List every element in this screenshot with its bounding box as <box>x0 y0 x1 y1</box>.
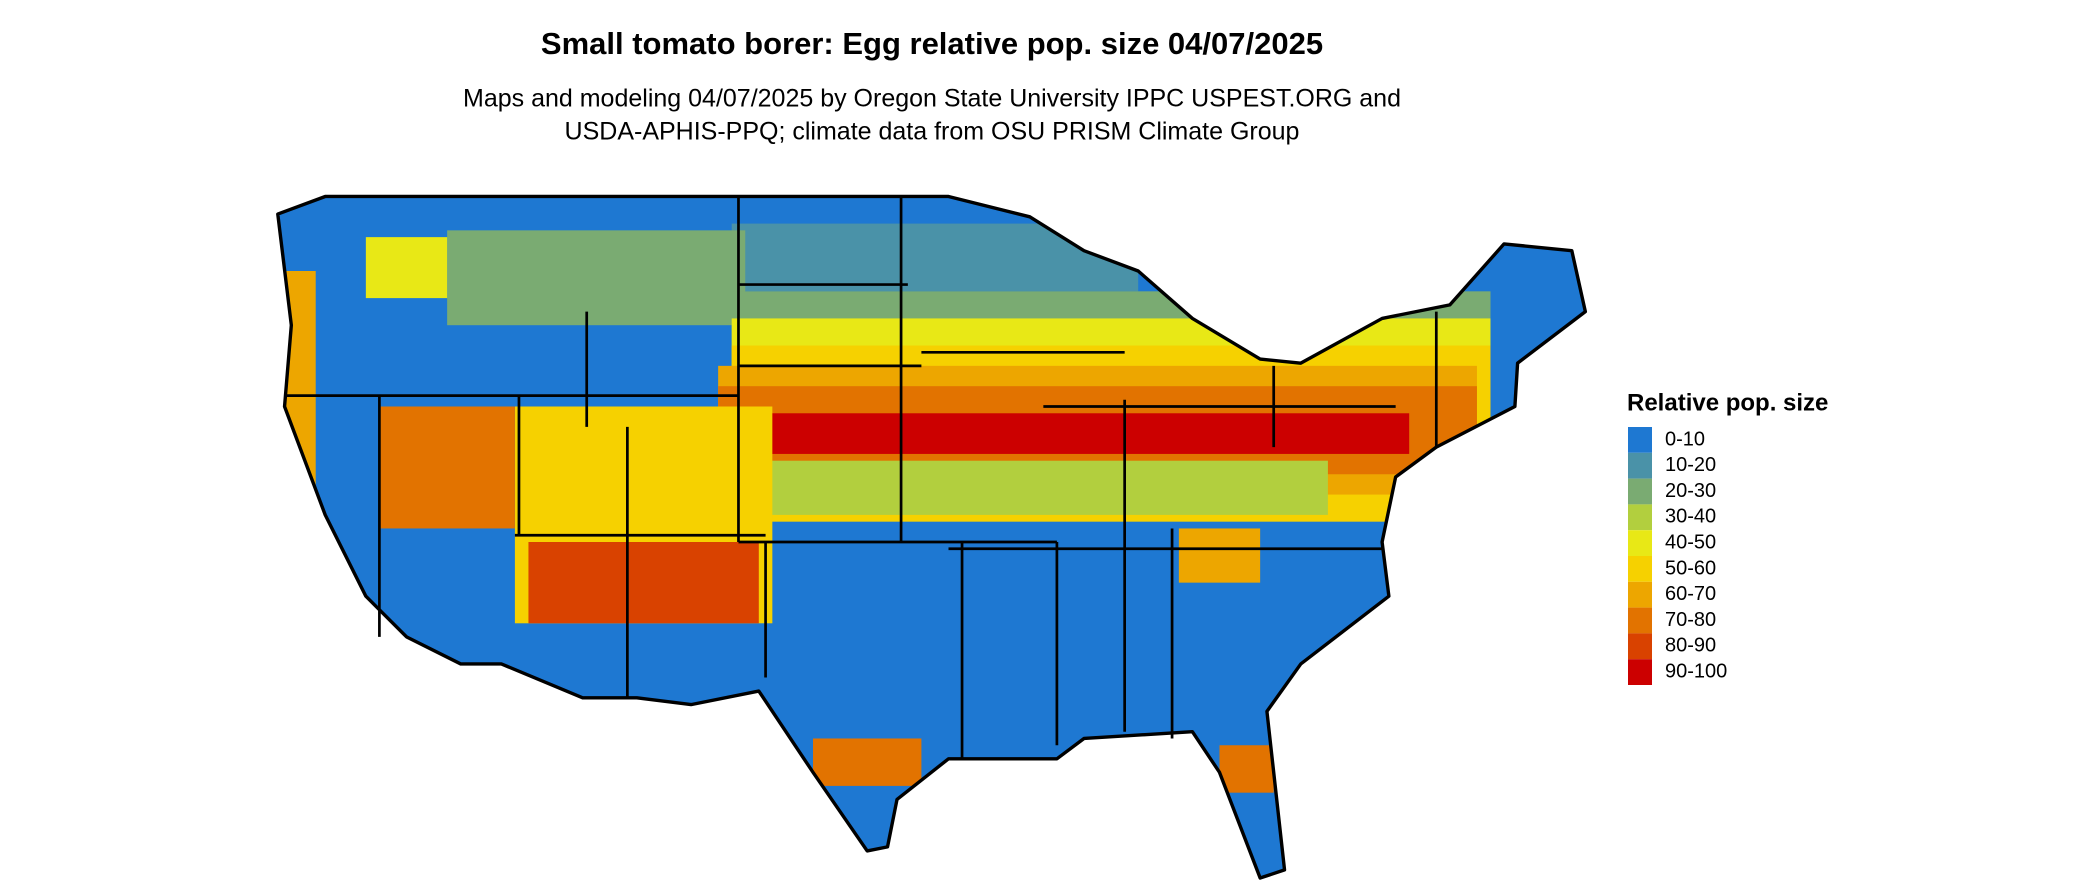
subtitle-line: USDA-APHIS-PPQ; climate data from OSU PR… <box>565 118 1300 146</box>
map-region <box>281 271 316 542</box>
legend-swatch <box>1628 452 1652 479</box>
map-region <box>528 542 759 624</box>
legend-label: 20-30 <box>1665 480 1716 502</box>
map-region <box>758 460 1328 515</box>
legend-label: 40-50 <box>1665 531 1716 553</box>
map-region <box>379 406 515 529</box>
legend-swatch <box>1628 607 1652 634</box>
legend: 0-10 10-20 20-30 30-40 40-50 50-60 60-70 70-80 8… <box>1628 427 1727 685</box>
map-region <box>813 738 922 786</box>
legend-label: 0-10 <box>1665 428 1705 450</box>
legend-title: Relative pop. size <box>1627 389 1828 416</box>
legend-swatch <box>1628 633 1652 660</box>
map-region <box>1219 745 1274 793</box>
legend-swatch <box>1628 659 1652 685</box>
state-line <box>284 196 1438 759</box>
legend-swatch <box>1628 478 1652 505</box>
map-region <box>365 237 448 299</box>
legend-swatch <box>1628 427 1652 453</box>
map-region <box>447 230 746 326</box>
map-region <box>731 223 1139 292</box>
legend-label: 50-60 <box>1665 557 1716 579</box>
map-title: Small tomato borer: Egg relative pop. si… <box>541 26 1323 61</box>
legend-label: 10-20 <box>1665 454 1716 476</box>
legend-swatch <box>1628 556 1652 582</box>
legend-label: 30-40 <box>1665 506 1716 528</box>
legend-label: 80-90 <box>1665 635 1716 657</box>
subtitle-line: Maps and modeling 04/07/2025 by Oregon S… <box>463 85 1401 113</box>
legend-label: 60-70 <box>1665 583 1716 605</box>
legend-label: 90-100 <box>1665 660 1727 682</box>
us-border <box>276 194 1588 880</box>
legend-swatch <box>1628 504 1652 531</box>
us-map <box>276 194 1588 880</box>
state-lines <box>284 196 1438 759</box>
map-fill <box>277 196 1586 879</box>
map-region <box>731 413 1410 454</box>
legend-label: 70-80 <box>1665 609 1716 631</box>
legend-swatch <box>1628 581 1652 608</box>
map-region <box>1178 528 1261 583</box>
legend-swatch <box>1628 530 1652 556</box>
